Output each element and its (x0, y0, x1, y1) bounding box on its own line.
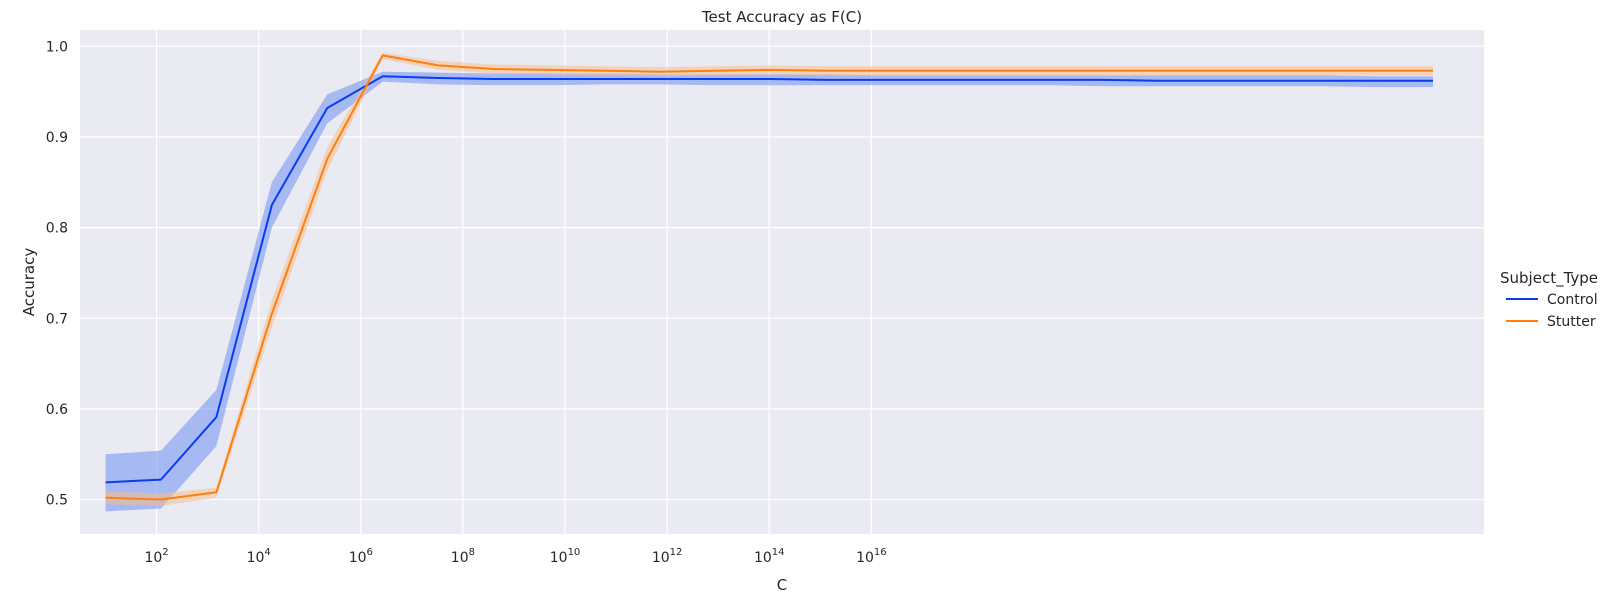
x-tick-label: 108 (451, 547, 475, 566)
y-tick-label: 0.6 (46, 402, 68, 418)
legend-title: Subject_Type (1500, 269, 1598, 288)
y-tick-labels: 0.5 0.6 0.7 0.8 0.9 1.0 (46, 39, 68, 508)
x-tick-label: 102 (144, 547, 168, 566)
y-axis-title: Accuracy (20, 248, 38, 317)
x-tick-label: 1010 (550, 547, 581, 566)
line-control (105, 75, 1433, 484)
legend-stutter-label: Stutter (1547, 314, 1596, 330)
plot-background (80, 30, 1484, 534)
x-tick-label: 1014 (754, 547, 785, 566)
y-tick-label: 1.0 (46, 39, 68, 55)
x-tick-label: 1016 (856, 547, 887, 566)
x-tick-label: 1012 (652, 547, 683, 566)
y-tick-label: 0.7 (46, 311, 68, 327)
line-stutter (105, 54, 1433, 501)
legend-control-label: Control (1547, 292, 1598, 308)
grid (80, 30, 1484, 534)
x-tick-label: 106 (349, 547, 373, 566)
x-tick-label: 104 (247, 547, 271, 566)
y-tick-label: 0.5 (46, 493, 68, 509)
x-axis-title: C (777, 576, 787, 594)
chart-title: Test Accuracy as F(C) (701, 8, 862, 26)
x-tick-labels: 102 104 106 108 1010 1012 1014 1016 (144, 547, 886, 566)
legend: Subject_Type Control Stutter (1500, 269, 1598, 330)
y-tick-label: 0.8 (46, 221, 68, 237)
y-tick-label: 0.9 (46, 130, 68, 146)
series-lines (105, 54, 1433, 501)
